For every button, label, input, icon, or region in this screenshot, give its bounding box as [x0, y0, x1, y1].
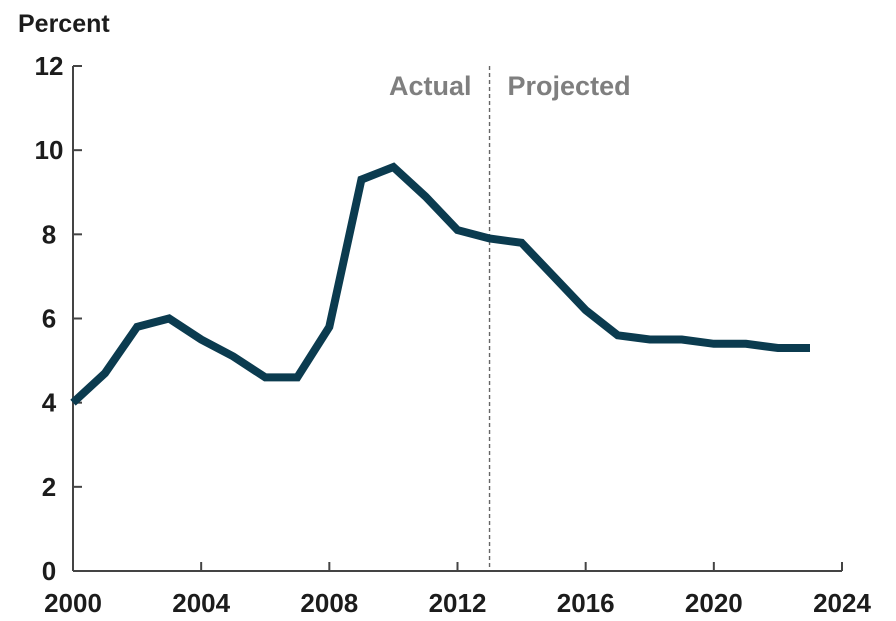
x-axis-ticks: 2000 2004 2008 2012 2016 2020 2024 — [44, 562, 871, 618]
x-tick-label: 2016 — [557, 588, 615, 618]
y-tick-label: 6 — [42, 304, 56, 334]
x-tick-label: 2008 — [300, 588, 358, 618]
x-tick-label: 2004 — [172, 588, 230, 618]
x-tick-label: 2024 — [813, 588, 871, 618]
x-tick-label: 2000 — [44, 588, 102, 618]
y-tick-label: 10 — [35, 135, 64, 165]
y-axis-ticks: 0 2 4 6 8 10 12 — [35, 51, 82, 586]
projected-label: Projected — [508, 71, 631, 101]
y-tick-label: 2 — [42, 472, 56, 502]
y-axis-unit-label: Percent — [18, 10, 110, 38]
actual-label: Actual — [389, 71, 472, 101]
y-tick-label: 4 — [42, 388, 57, 418]
x-tick-label: 2020 — [685, 588, 743, 618]
y-tick-label: 12 — [35, 51, 64, 81]
series-line — [70, 162, 810, 406]
x-tick-label: 2012 — [429, 588, 487, 618]
y-tick-label: 8 — [42, 219, 56, 249]
y-tick-label: 0 — [42, 556, 56, 586]
